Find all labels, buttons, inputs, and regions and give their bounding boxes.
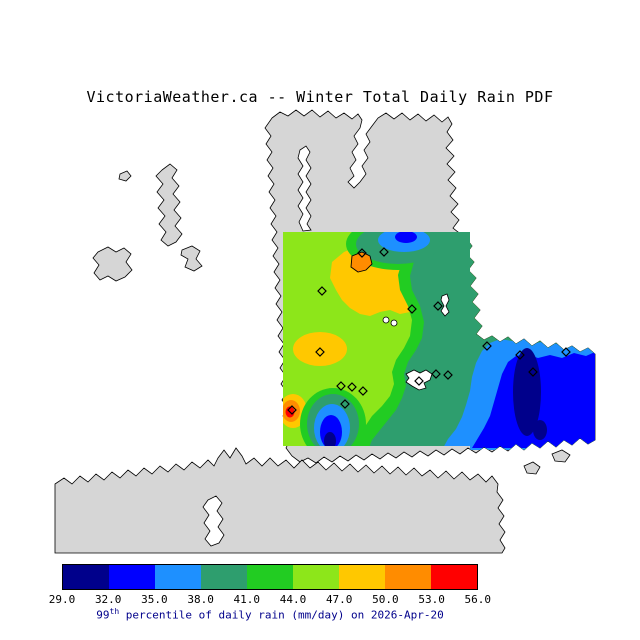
station-marker: [561, 347, 571, 357]
caption-rest: percentile of daily rain (mm/day) on 202…: [119, 608, 444, 622]
caption-superscript: th: [109, 607, 120, 616]
colorbar-cell: [247, 565, 293, 589]
station-marker: [287, 405, 297, 415]
colorbar-cell: [293, 565, 339, 589]
colorbar-cell: [201, 565, 247, 589]
colorbar-tick-label: 35.0: [141, 593, 168, 606]
station-marker: [482, 341, 492, 351]
station-marker: [340, 399, 350, 409]
station-marker: [317, 286, 327, 296]
colorbar-cell: [431, 565, 477, 589]
island-west-small-2: [180, 245, 203, 272]
colorbar: [62, 564, 478, 590]
station-marker: [528, 367, 538, 377]
island-south-east-2: [551, 449, 571, 463]
small-lake-1: [382, 316, 390, 324]
colorbar-tick-label: 50.0: [372, 593, 399, 606]
station-marker: [407, 304, 417, 314]
station-marker: [414, 376, 424, 386]
colorbar-tick-label: 38.0: [187, 593, 214, 606]
station-marker: [336, 381, 346, 391]
station-marker: [347, 382, 357, 392]
station-marker: [431, 369, 441, 379]
station-marker: [379, 247, 389, 257]
colorbar-cell: [155, 565, 201, 589]
colorbar-cell: [339, 565, 385, 589]
small-lake-2: [390, 319, 398, 327]
colorbar-tick-label: 53.0: [418, 593, 445, 606]
caption-number: 99: [96, 608, 110, 622]
inlet-channel: [297, 145, 312, 232]
island-west-small-1: [92, 246, 133, 282]
landmass-south: [54, 447, 506, 554]
colorbar-tick-label: 47.0: [325, 593, 353, 606]
narrow-inlet: [440, 293, 450, 317]
colorbar-tick-label: 44.0: [279, 593, 307, 606]
station-marker: [443, 370, 453, 380]
station-markers: [287, 247, 571, 415]
colorbar-cell: [385, 565, 431, 589]
station-marker: [358, 386, 368, 396]
station-marker: [433, 301, 443, 311]
harbour-outline: [405, 369, 433, 391]
station-marker: [515, 350, 525, 360]
colorbar-tick-label: 41.0: [233, 593, 261, 606]
caption: 99th percentile of daily rain (mm/day) o…: [62, 607, 478, 622]
colorbar-tick-label: 56.0: [464, 593, 492, 606]
station-marker: [315, 347, 325, 357]
island-west-tiny: [118, 170, 132, 182]
colorbar-tick-label: 32.0: [94, 593, 122, 606]
island-south-east-1: [523, 461, 541, 475]
south-inlet: [202, 495, 225, 547]
chart-title: VictoriaWeather.ca -- Winter Total Daily…: [86, 88, 554, 106]
island-west-long: [155, 163, 183, 247]
lake-outline: [350, 251, 373, 273]
colorbar-tick-label: 29.0: [48, 593, 76, 606]
colorbar-cell: [109, 565, 155, 589]
station-marker: [357, 248, 367, 258]
colorbar-cell: [63, 565, 109, 589]
